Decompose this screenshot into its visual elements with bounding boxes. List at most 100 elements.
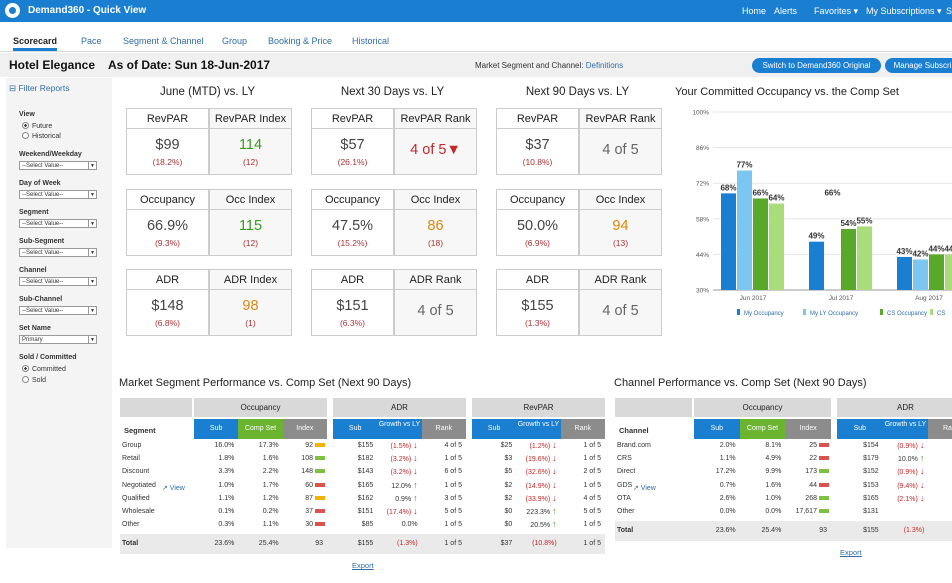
table-cell: $85: [333, 521, 374, 528]
table-cell: 1.1%: [694, 455, 736, 462]
view-link[interactable]: ↗ View: [633, 484, 656, 492]
index-bar: [818, 469, 829, 474]
nav-favorites[interactable]: Favorites ▾: [814, 6, 859, 16]
cell-value: 16.0%: [214, 442, 235, 449]
msc-label: Market Segment and Channel:: [475, 61, 584, 70]
cell-value: 1 of 5: [444, 521, 462, 529]
tab-segment-channel[interactable]: Segment & Channel: [123, 36, 204, 46]
table-corner-header: [120, 398, 192, 417]
row-label: CRS: [617, 455, 632, 463]
kpi-value: 66.9%: [146, 218, 189, 234]
cell-value: 44: [809, 481, 817, 489]
column-header: Growth vs LY: [516, 419, 561, 439]
total-row: [120, 534, 605, 555]
kpi-value: 115: [238, 218, 263, 234]
kpi-label: Occupancy: [312, 190, 393, 210]
radio-historical[interactable]: Historical: [22, 132, 61, 140]
cell-value: 60: [305, 481, 313, 489]
cell-value: 22: [809, 455, 817, 463]
cell-value: 2.0%: [719, 442, 736, 449]
column-header: Rank: [928, 419, 952, 439]
data-label: 66%: [824, 188, 840, 197]
nav-my-subscriptions[interactable]: My Subscriptions ▾: [866, 6, 942, 16]
legend-item: CS Occupancy: [887, 311, 927, 317]
table-cell: 2 of 5: [928, 468, 952, 475]
nav-alerts[interactable]: Alerts: [774, 6, 798, 16]
definitions-link[interactable]: Definitions: [585, 61, 624, 70]
table-cell: $0: [472, 521, 513, 528]
trend-arrow-icon: ↓: [552, 466, 557, 477]
cell-value: 17.2%: [715, 468, 736, 476]
nav-more[interactable]: S: [946, 6, 952, 16]
cell-value: 268: [805, 494, 817, 502]
kpi-label: RevPAR: [312, 109, 393, 129]
channel-select[interactable]: --Select Value-- ▼: [19, 277, 97, 286]
kpi-label: Occ Index: [580, 190, 661, 210]
kpi-label: RevPAR Rank: [395, 109, 476, 129]
manage-subscriptions-button[interactable]: Manage Subscri: [885, 58, 952, 73]
table-cell: 9.9%: [740, 468, 781, 475]
table-cell: 3 of 5: [422, 495, 462, 502]
kpi-value: 4 of 5: [602, 303, 639, 319]
row-label: Group: [122, 442, 142, 449]
radio-sold[interactable]: Sold: [22, 376, 46, 384]
trend-arrow-icon: ↓: [919, 466, 925, 477]
table-cell: 5 of 5: [561, 508, 601, 515]
table-cell: 0.0%: [694, 508, 736, 515]
chevron-down-icon: ▼: [88, 278, 96, 286]
table-cell: 0.0%: [740, 508, 781, 515]
segment-select[interactable]: --Select Value-- ▼: [19, 219, 97, 228]
cell-value: 1.1%: [719, 455, 736, 463]
column-header: Sub: [333, 419, 378, 439]
switch-original-button[interactable]: Switch to Demand360 Original: [752, 58, 881, 73]
app-logo-icon: [5, 3, 20, 18]
tab-group[interactable]: Group: [222, 36, 248, 46]
cell-value: 30: [305, 521, 313, 529]
tab-pace[interactable]: Pace: [81, 36, 102, 46]
bar-cs-occupancy: [929, 254, 944, 290]
cell-value: $165: [863, 494, 879, 502]
radio-future-label: Future: [32, 123, 53, 130]
table-cell: 20.5% ↑: [516, 520, 556, 530]
bar-my-ly-occupancy: [737, 170, 752, 290]
radio-committed[interactable]: Committed: [22, 365, 66, 373]
index-bar: [818, 456, 829, 461]
dow-select[interactable]: --Select Value-- ▼: [19, 190, 97, 199]
kpi-group-title: June (MTD) vs. LY: [160, 86, 255, 98]
cell-value: $151: [357, 508, 374, 515]
cell-value: 173: [805, 468, 817, 476]
kpi-value: 4 of 5: [417, 303, 454, 319]
filter-reports-toggle[interactable]: ⊟ Filter Reports: [9, 83, 70, 93]
table-cell: 0.7%: [694, 482, 736, 489]
index-bar: [314, 482, 325, 487]
table-cell: (33.9%) ↓: [516, 493, 557, 503]
kpi-change: (10.8%): [522, 157, 553, 167]
cell-value: $152: [863, 468, 879, 476]
tab-scorecard[interactable]: Scorecard: [13, 36, 58, 51]
subsegment-select[interactable]: --Select Value-- ▼: [19, 248, 97, 257]
cell-value: (17.4%): [386, 509, 412, 516]
table-cell: 1 of 5: [561, 455, 601, 462]
trend-arrow-icon: ↓: [919, 492, 925, 503]
radio-future[interactable]: Future: [22, 122, 52, 130]
weekend-select[interactable]: --Select Value-- ▼: [19, 161, 97, 170]
tab-historical[interactable]: Historical: [352, 36, 390, 46]
export-link[interactable]: Export: [840, 548, 862, 558]
row-label: Negotiated: [122, 481, 156, 489]
bar-cs-occupancy: [841, 228, 856, 290]
kpi-change: (1.3%): [524, 318, 551, 328]
kpi-cell: RevPAR Rank 4 of 5: [579, 108, 662, 175]
table-cell: $25: [472, 442, 513, 449]
setname-select[interactable]: Primary ▼: [19, 335, 97, 344]
table-cell: 2.2%: [238, 468, 279, 475]
cell-value: 1.2%: [262, 494, 279, 502]
export-link[interactable]: Export: [352, 561, 374, 571]
bar-my-occupancy: [809, 241, 824, 290]
table-cell: $154: [837, 442, 879, 449]
subchannel-select[interactable]: --Select Value-- ▼: [19, 306, 97, 315]
view-link[interactable]: ↗ View: [162, 484, 185, 492]
cell-value: 1.8%: [218, 455, 235, 463]
nav-home[interactable]: Home: [742, 6, 767, 16]
trend-arrow-icon: ↓: [413, 440, 418, 450]
tab-booking-price[interactable]: Booking & Price: [268, 36, 333, 46]
